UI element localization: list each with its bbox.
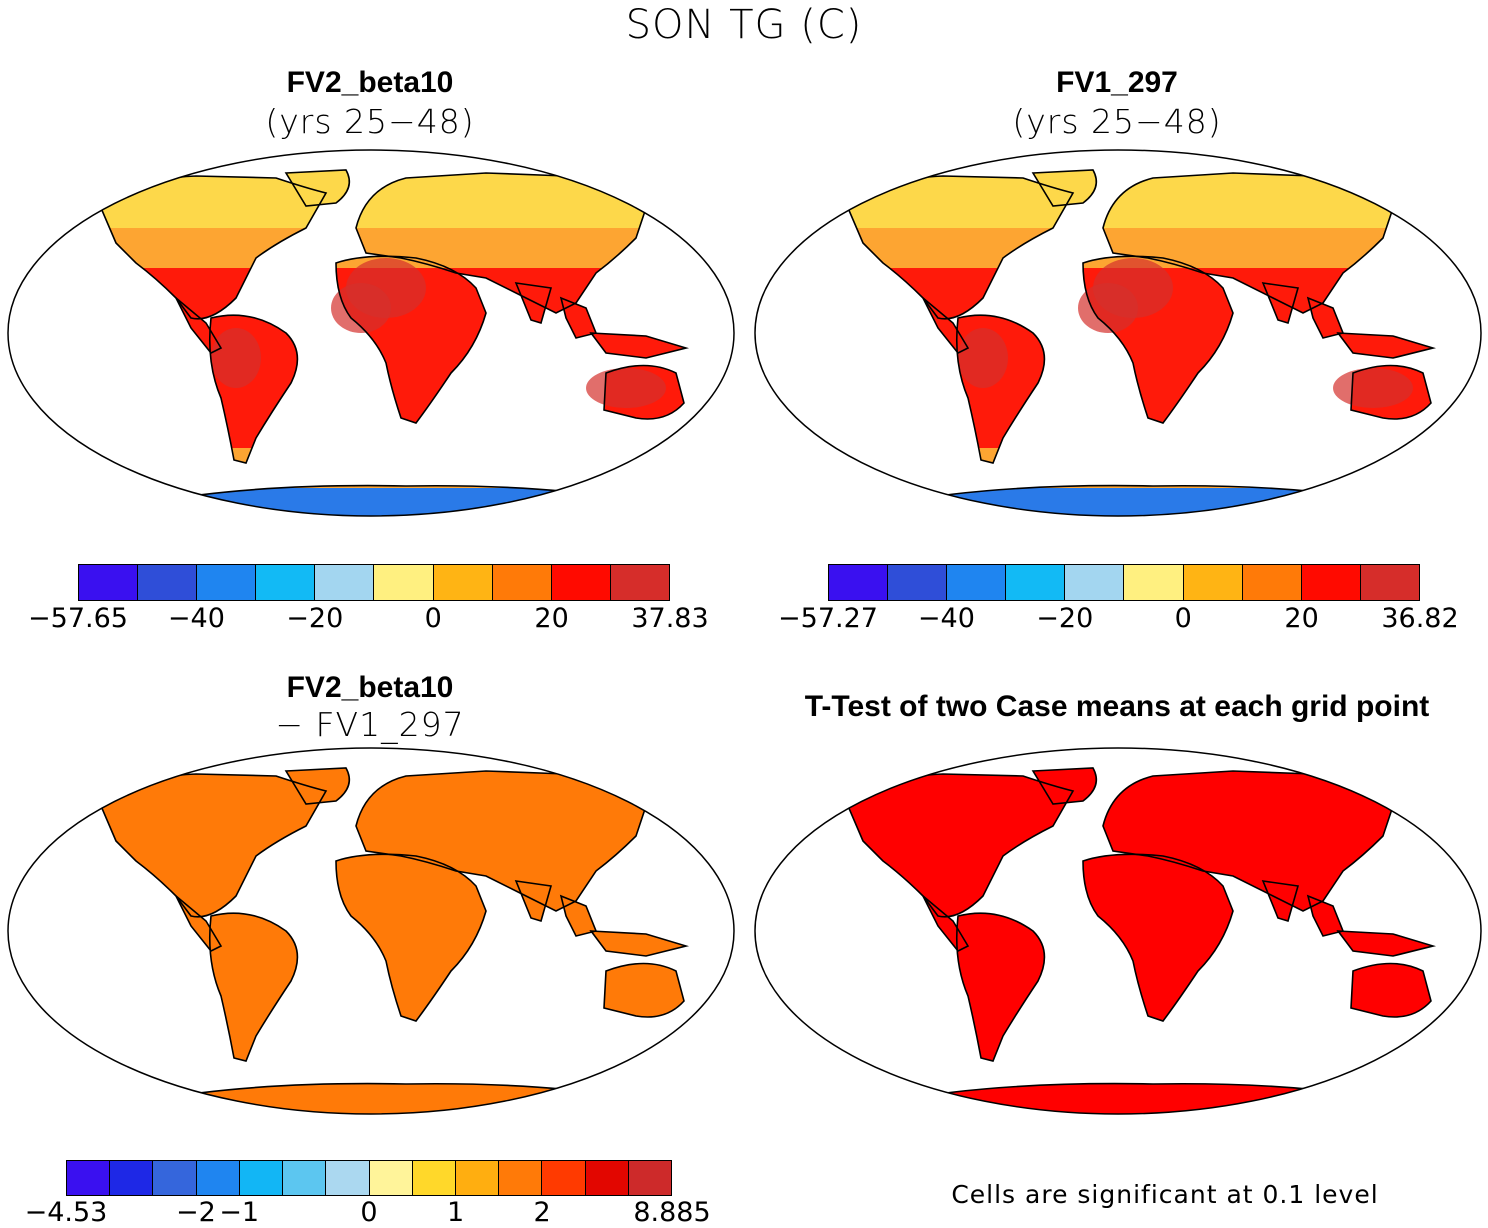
colorbar-swatch: [1006, 565, 1066, 600]
colorbar-panel-3: [66, 1160, 672, 1196]
colorbar-swatch: [542, 1161, 586, 1195]
colorbar-swatch: [326, 1161, 370, 1195]
panel-1-title: FV2_beta10: [286, 66, 454, 99]
colorbar-tick-label: 20: [1284, 603, 1319, 634]
colorbar-tick-label: 0: [1174, 603, 1192, 634]
colorbar-swatch: [499, 1161, 543, 1195]
colorbar-tick-label: −20: [286, 603, 344, 634]
colorbar-tick-label: −4.53: [24, 1197, 108, 1228]
colorbar-swatch: [374, 565, 434, 600]
colorbar-swatch: [492, 565, 552, 600]
main-title: SON TG (C): [625, 2, 863, 48]
colorbar-tick-label: 20: [534, 603, 569, 634]
significance-note: Cells are significant at 0.1 level: [951, 1180, 1379, 1209]
colorbar-tick-label: −40: [167, 603, 225, 634]
colorbar-tick-label: −2: [175, 1197, 216, 1228]
colorbar-tick-label: −57.65: [28, 603, 128, 634]
colorbar-tick-label: 2: [533, 1197, 551, 1228]
colorbar-swatch: [67, 1161, 111, 1195]
colorbar-swatch: [1183, 565, 1243, 600]
colorbar-swatch: [1242, 565, 1302, 600]
colorbar-swatch: [412, 1161, 456, 1195]
colorbar-swatch: [610, 565, 669, 600]
colorbar-swatch: [551, 565, 611, 600]
colorbar-swatch: [1360, 565, 1419, 600]
colorbar-swatch: [433, 565, 493, 600]
colorbar-tick-label: 1: [447, 1197, 465, 1228]
colorbar-swatch: [369, 1161, 413, 1195]
panel-2-subtitle: (yrs 25−48): [1012, 102, 1222, 141]
colorbar-tick-label: 0: [424, 603, 442, 634]
colorbar-swatch: [1301, 565, 1361, 600]
colorbar-swatch: [1124, 565, 1184, 600]
colorbar-swatch: [829, 565, 889, 600]
colorbar-tick-label: −20: [1036, 603, 1094, 634]
colorbar-swatch: [138, 565, 198, 600]
colorbar-tick-label: 8.885: [633, 1197, 711, 1228]
colorbar-swatch: [455, 1161, 500, 1195]
colorbar-swatch: [315, 565, 375, 600]
colorbar-swatch: [947, 565, 1007, 600]
colorbar-swatch: [110, 1161, 154, 1195]
panel-2-title: FV1_297: [1056, 66, 1178, 99]
colorbar-swatch: [283, 1161, 327, 1195]
colorbar-swatch: [1065, 565, 1125, 600]
colorbar-panel-1: [78, 564, 670, 601]
colorbar-swatch: [153, 1161, 197, 1195]
colorbar-tick-label: 36.82: [1381, 603, 1459, 634]
colorbar-swatch: [196, 1161, 240, 1195]
colorbar-tick-label: 0: [360, 1197, 378, 1228]
colorbar-swatch: [79, 565, 139, 600]
colorbar-tick-label: −57.27: [778, 603, 878, 634]
colorbar-swatch: [239, 1161, 284, 1195]
colorbar-tick-label: 37.83: [631, 603, 709, 634]
panel-3-subtitle: − FV1_297: [275, 705, 465, 744]
panel-3-title: FV2_beta10: [286, 671, 454, 704]
colorbar-panel-2: [828, 564, 1420, 601]
colorbar-swatch: [585, 1161, 629, 1195]
colorbar-tick-label: −1: [219, 1197, 260, 1228]
map-panel-4: [754, 747, 1482, 1115]
colorbar-swatch: [256, 565, 316, 600]
map-panel-2: [754, 149, 1482, 517]
colorbar-swatch: [888, 565, 948, 600]
panel-4-title: T-Test of two Case means at each grid po…: [804, 690, 1430, 723]
colorbar-swatch: [197, 565, 257, 600]
map-panel-3: [7, 747, 735, 1115]
colorbar-swatch: [628, 1161, 672, 1195]
panel-1-subtitle: (yrs 25−48): [265, 102, 475, 141]
colorbar-tick-label: −40: [917, 603, 975, 634]
map-panel-1: [7, 149, 735, 517]
